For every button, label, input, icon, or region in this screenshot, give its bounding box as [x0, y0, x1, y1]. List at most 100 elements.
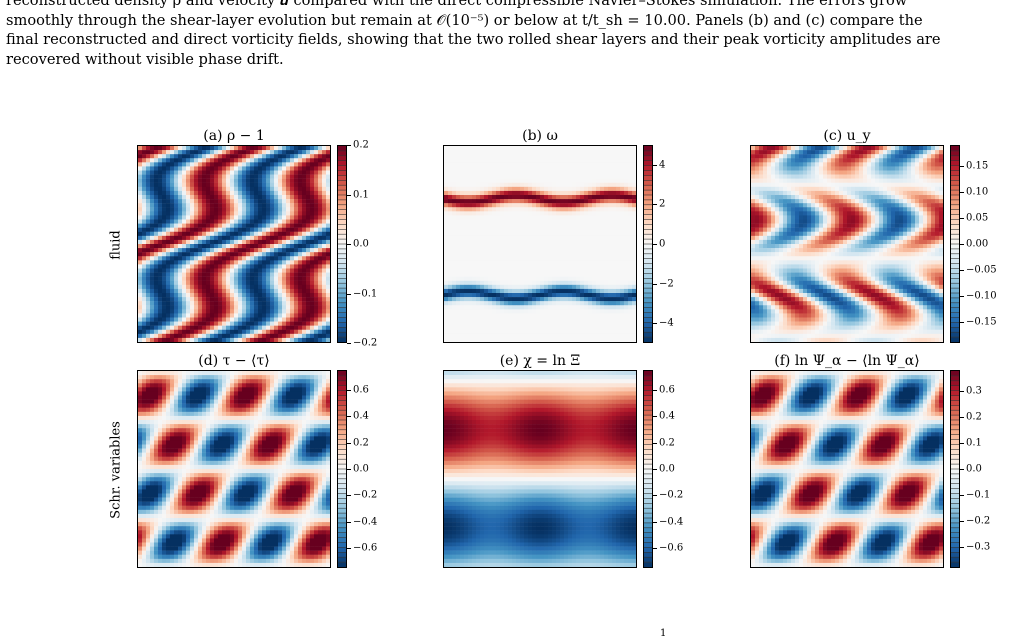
colorbar-tick-label: 0.0 [353, 238, 369, 250]
colorbar-tick [347, 548, 351, 550]
colorbar-tick-label: 0.05 [966, 212, 989, 224]
colorbar-tick [960, 165, 964, 167]
colorbar-tick-label: 0.15 [966, 160, 989, 172]
page-number: 1 [660, 628, 667, 639]
colorbar-tick [653, 389, 657, 391]
colorbar [337, 145, 347, 343]
colorbar-tick [960, 416, 964, 418]
colorbar-tick-label: 0.4 [353, 410, 369, 422]
colorbar-tick [653, 416, 657, 418]
colorbar-tick [347, 293, 351, 295]
colorbar-tick [960, 322, 964, 324]
colorbar-tick-label: −0.3 [966, 541, 991, 553]
field-image [137, 145, 331, 343]
colorbar-tick-label: −0.2 [353, 489, 378, 501]
colorbar-tick [653, 469, 657, 470]
colorbar-tick-label: −0.4 [353, 516, 378, 528]
field-image [750, 370, 944, 568]
colorbar-tick-label: −0.2 [966, 515, 991, 527]
colorbar-tick-label: 0.1 [966, 437, 982, 449]
colorbar-tick [960, 547, 964, 549]
colorbar-tick-label: −0.6 [659, 542, 684, 554]
colorbar-tick [960, 495, 964, 497]
colorbar-tick [347, 416, 351, 418]
colorbar-tick-label: 4 [659, 159, 666, 171]
row-label-fluid: fluid [108, 230, 124, 260]
colorbar-tick [347, 244, 351, 245]
field-image [443, 370, 637, 568]
colorbar-tick-label: 0.2 [659, 437, 675, 449]
colorbar-tick [960, 270, 964, 272]
colorbar-tick-label: 0 [659, 238, 666, 250]
colorbar-tick [960, 390, 964, 392]
colorbar-tick [347, 343, 351, 344]
colorbar-tick-label: −0.6 [353, 542, 378, 554]
panel-title: (f) ln Ψ_α − ⟨ln Ψ_α⟩ [774, 353, 920, 369]
colorbar-tick [347, 194, 351, 196]
colorbar-tick [960, 521, 964, 523]
colorbar-tick-label: −2 [659, 278, 674, 290]
colorbar [643, 145, 653, 343]
field-image [137, 370, 331, 568]
colorbar-tick [653, 244, 657, 245]
colorbar-tick-label: 0.3 [966, 385, 982, 397]
colorbar-tick [347, 442, 351, 444]
colorbar [643, 370, 653, 568]
colorbar [950, 145, 960, 343]
colorbar-tick-label: 0.10 [966, 186, 989, 198]
field-image [750, 145, 944, 343]
colorbar-tick [653, 442, 657, 444]
colorbar-tick-label: 0.2 [353, 139, 369, 151]
panel-title: (d) τ − ⟨τ⟩ [198, 353, 270, 369]
colorbar-tick [960, 469, 964, 470]
colorbar-tick-label: 0.1 [353, 189, 369, 200]
panel-title: (e) χ = ln Ξ [499, 353, 581, 369]
colorbar-tick [347, 495, 351, 497]
colorbar-tick [347, 469, 351, 470]
colorbar-tick-label: −0.4 [659, 516, 684, 528]
colorbar-tick [960, 217, 964, 219]
colorbar-tick-label: −0.2 [353, 337, 378, 349]
row-label-schrodinger: Schr. variables [108, 421, 124, 519]
colorbar-tick [960, 191, 964, 193]
colorbar-tick-label: −0.1 [966, 489, 991, 501]
colorbar-tick [347, 389, 351, 391]
colorbar-tick-label: 0.6 [353, 384, 369, 396]
colorbar-tick [653, 323, 657, 325]
colorbar-tick [960, 296, 964, 298]
colorbar-tick-label: 0.2 [353, 437, 369, 449]
colorbar-tick-label: −0.15 [966, 316, 997, 328]
colorbar-tick-label: 0.4 [659, 410, 675, 422]
colorbar-tick [960, 244, 964, 245]
colorbar-tick [347, 521, 351, 523]
colorbar [337, 370, 347, 568]
panel-title: (c) u_y [823, 128, 871, 144]
colorbar-tick-label: −0.05 [966, 264, 997, 276]
colorbar-tick-label: −0.1 [353, 288, 378, 299]
field-image [443, 145, 637, 343]
figure-caption: reconstructed density ρ and velocity 𝒖 c… [6, 0, 1022, 69]
colorbar-tick-label: 2 [659, 198, 666, 210]
colorbar-tick-label: 0.0 [966, 463, 982, 475]
panel-title: (b) ω [522, 128, 558, 144]
colorbar-tick-label: 0.6 [659, 384, 675, 396]
colorbar-tick [653, 521, 657, 523]
colorbar-tick-label: 0.0 [659, 463, 675, 475]
colorbar-tick [653, 164, 657, 166]
caption-line: recovered without visible phase drift. [6, 50, 284, 68]
colorbar-tick [653, 283, 657, 285]
colorbar [950, 370, 960, 568]
colorbar-tick [653, 548, 657, 550]
panel-title: (a) ρ − 1 [203, 128, 265, 144]
caption-line: reconstructed density ρ and velocity 𝒖 c… [6, 0, 908, 9]
colorbar-tick-label: −0.10 [966, 290, 997, 302]
caption-line: smoothly through the shear-layer evoluti… [6, 11, 923, 29]
colorbar-tick-label: 0.0 [353, 463, 369, 475]
caption-line: final reconstructed and direct vorticity… [6, 31, 941, 48]
colorbar-tick-label: 0.2 [966, 411, 982, 423]
colorbar-tick [960, 442, 964, 444]
colorbar-tick-label: −0.2 [659, 489, 684, 501]
colorbar-tick-label: 0.00 [966, 238, 989, 250]
colorbar-tick-label: −4 [659, 317, 674, 329]
colorbar-tick [653, 204, 657, 206]
